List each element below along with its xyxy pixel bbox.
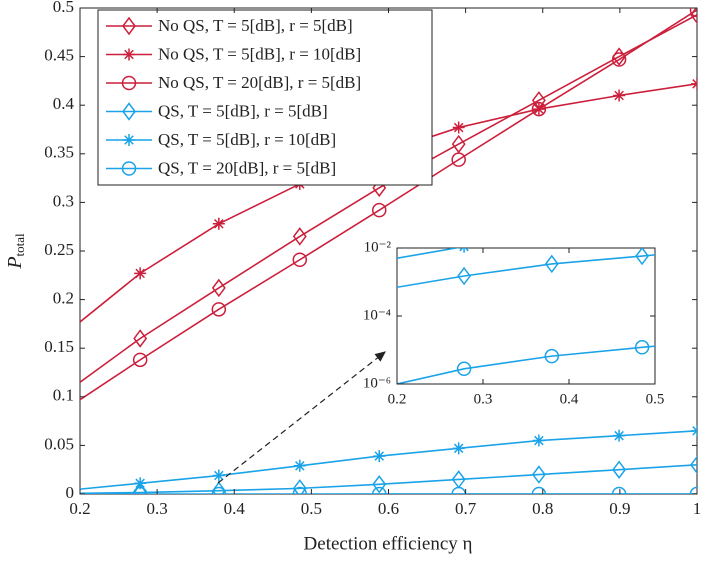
inset-lines xyxy=(397,248,655,384)
marker xyxy=(451,152,466,167)
marker xyxy=(635,248,650,266)
y-tick-label: 0.2 xyxy=(53,289,74,308)
legend-label: No QS, T = 5[dB], r = 10[dB] xyxy=(158,44,361,63)
marker xyxy=(612,460,627,479)
x-tick-label: 0.3 xyxy=(474,391,493,407)
marker xyxy=(544,254,559,274)
marker xyxy=(456,361,472,377)
marker xyxy=(212,217,225,230)
legend-label: No QS, T = 20[dB], r = 5[dB] xyxy=(158,73,361,92)
series-line xyxy=(80,14,697,383)
x-tick-label: 0.4 xyxy=(560,391,579,407)
legend-marker xyxy=(122,102,136,121)
x-tick-label: 0.4 xyxy=(224,499,246,518)
y-axis-label-main: P xyxy=(4,256,26,269)
marker xyxy=(372,475,387,494)
legend-marker xyxy=(121,75,137,91)
x-tick-label: 0.6 xyxy=(378,499,399,518)
marker xyxy=(134,267,147,280)
x-tick-label: 0.9 xyxy=(609,499,630,518)
legend-marker xyxy=(122,16,136,36)
y-tick-label: 0.05 xyxy=(44,434,74,453)
y-tick-label: 10⁻⁶ xyxy=(363,375,391,391)
y-tick-label: 0.15 xyxy=(44,337,74,356)
marker xyxy=(133,483,148,494)
marker xyxy=(292,486,308,494)
marker xyxy=(532,434,545,447)
y-tick-label: 0.5 xyxy=(53,0,74,16)
y-tick-label: 0.1 xyxy=(53,386,74,405)
x-tick-label: 0.3 xyxy=(147,499,168,518)
y-tick-label: 0.45 xyxy=(44,46,74,65)
legend: No QS, T = 5[dB], r = 5[dB] No QS, T = 5[… xyxy=(97,9,433,186)
marker xyxy=(133,329,148,348)
marker xyxy=(371,486,387,494)
x-tick-label: 0.7 xyxy=(455,499,477,518)
series-line xyxy=(80,9,697,401)
marker xyxy=(371,202,387,218)
x-tick-label: 0.2 xyxy=(388,391,407,407)
marker xyxy=(292,252,308,267)
marker xyxy=(452,121,465,134)
marker xyxy=(373,450,386,463)
y-tick-label: 0.35 xyxy=(44,143,74,162)
marker xyxy=(292,227,307,246)
y-tick-label: 0.4 xyxy=(53,94,75,113)
marker xyxy=(292,479,307,494)
y-axis-label-sub: total xyxy=(12,233,27,256)
x-tick-label: 0.5 xyxy=(301,499,322,518)
series-line xyxy=(80,464,697,494)
marker xyxy=(457,266,472,286)
marker xyxy=(691,424,697,437)
x-tick-label: 0.2 xyxy=(69,499,90,518)
marker xyxy=(634,340,650,355)
legend-box xyxy=(97,9,433,186)
inset-area xyxy=(396,247,656,385)
y-tick-label: 0.3 xyxy=(53,191,74,210)
marker xyxy=(211,278,226,298)
legend-marker xyxy=(123,48,135,61)
marker xyxy=(613,429,626,442)
marker xyxy=(132,352,148,368)
y-tick-label: 0 xyxy=(66,483,75,502)
marker xyxy=(211,302,227,317)
series-line xyxy=(397,345,655,384)
y-tick-label: 10⁻² xyxy=(364,239,392,255)
x-tick-label: 0.5 xyxy=(646,391,665,407)
marker xyxy=(689,8,697,18)
marker xyxy=(452,442,465,455)
legend-marker xyxy=(121,161,137,176)
marker xyxy=(689,486,697,494)
series-line xyxy=(397,254,655,289)
marker xyxy=(691,77,697,90)
marker xyxy=(531,465,546,484)
legend-label: No QS, T = 5[dB], r = 5[dB] xyxy=(158,16,353,35)
y-axis-label: Ptotal xyxy=(4,233,27,270)
marker xyxy=(611,486,627,494)
y-tick-label: 10⁻⁴ xyxy=(363,307,391,323)
marker xyxy=(451,134,466,154)
marker xyxy=(690,455,697,475)
legend-label: QS, T = 5[dB], r = 5[dB] xyxy=(158,101,328,120)
y-tick-label: 0.25 xyxy=(44,240,74,259)
marker xyxy=(134,477,147,490)
marker xyxy=(212,469,225,482)
marker xyxy=(544,348,560,364)
x-tick-label: 0.8 xyxy=(532,499,553,518)
marker xyxy=(613,89,626,102)
marker xyxy=(293,459,306,472)
x-axis-label: Detection efficiency η xyxy=(304,533,473,554)
marker xyxy=(531,486,547,494)
marker xyxy=(132,486,148,494)
legend-marker xyxy=(123,134,135,146)
inset-arrow xyxy=(217,351,386,484)
legend-label: QS, T = 5[dB], r = 10[dB] xyxy=(158,130,336,149)
x-tick-label: 1 xyxy=(693,499,702,518)
marker xyxy=(611,52,627,67)
legend-label: QS, T = 20[dB], r = 5[dB] xyxy=(158,158,336,177)
marker xyxy=(531,101,547,117)
marker xyxy=(211,486,227,494)
